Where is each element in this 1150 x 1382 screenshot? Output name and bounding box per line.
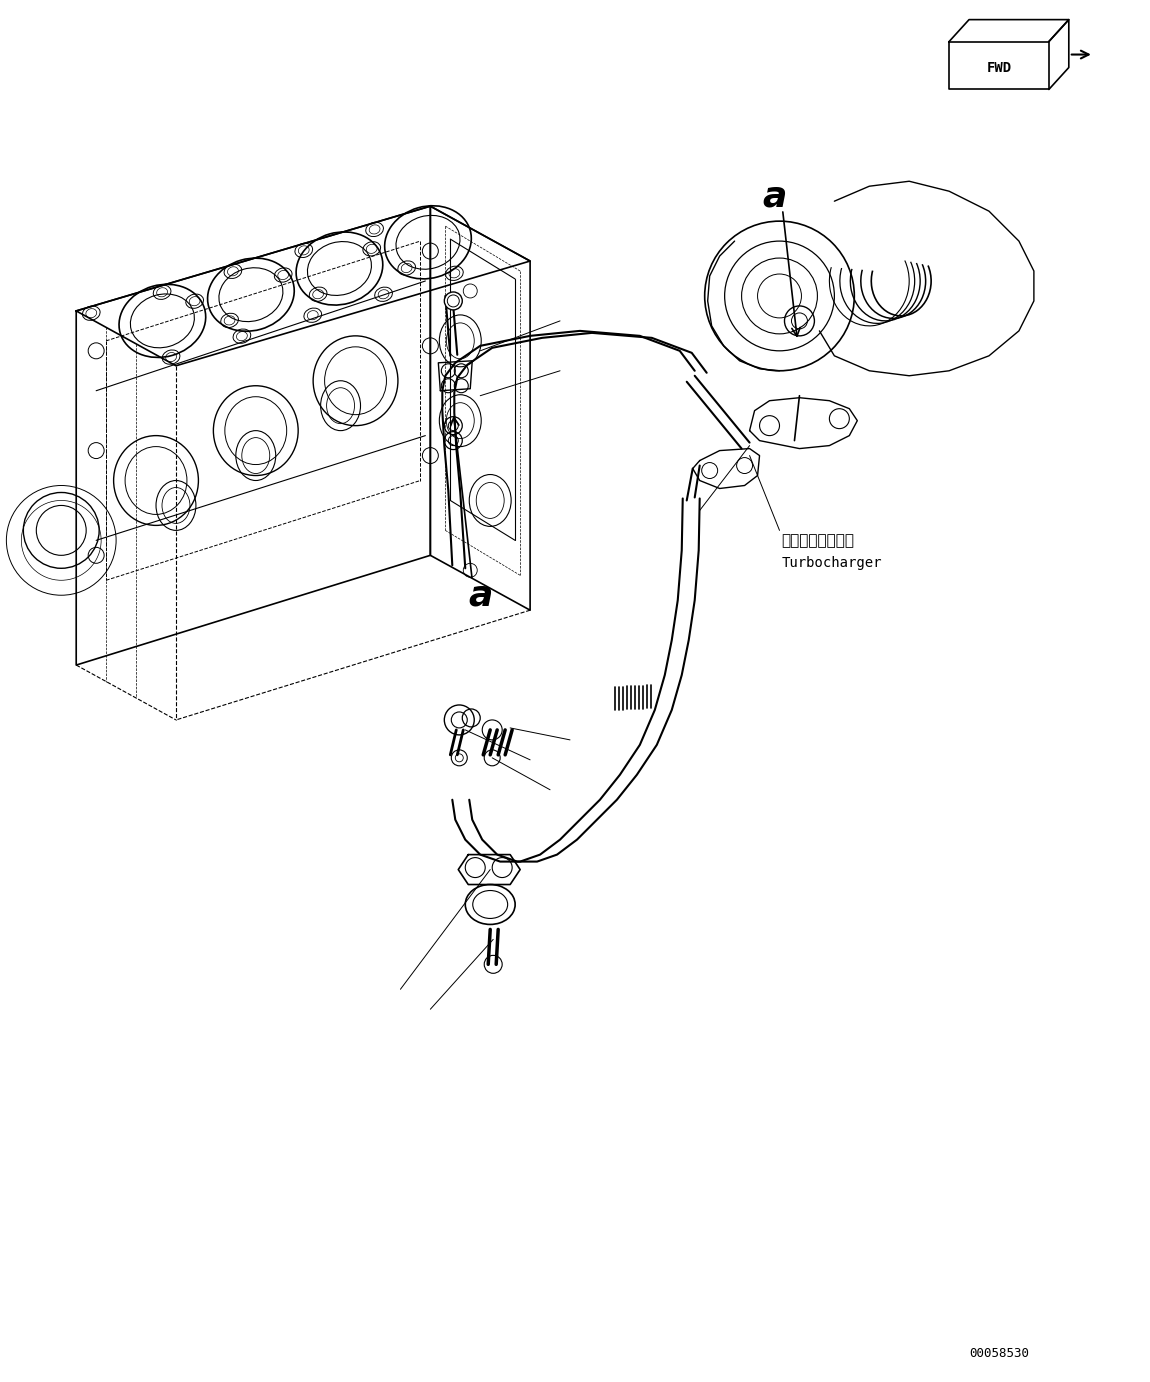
Text: a: a: [468, 578, 492, 612]
Text: ターボチャージャ: ターボチャージャ: [782, 533, 854, 547]
Circle shape: [444, 292, 462, 310]
Text: FWD: FWD: [987, 61, 1012, 75]
Text: a: a: [762, 180, 787, 213]
Text: 00058530: 00058530: [969, 1347, 1029, 1360]
Text: Turbocharger: Turbocharger: [782, 557, 882, 571]
